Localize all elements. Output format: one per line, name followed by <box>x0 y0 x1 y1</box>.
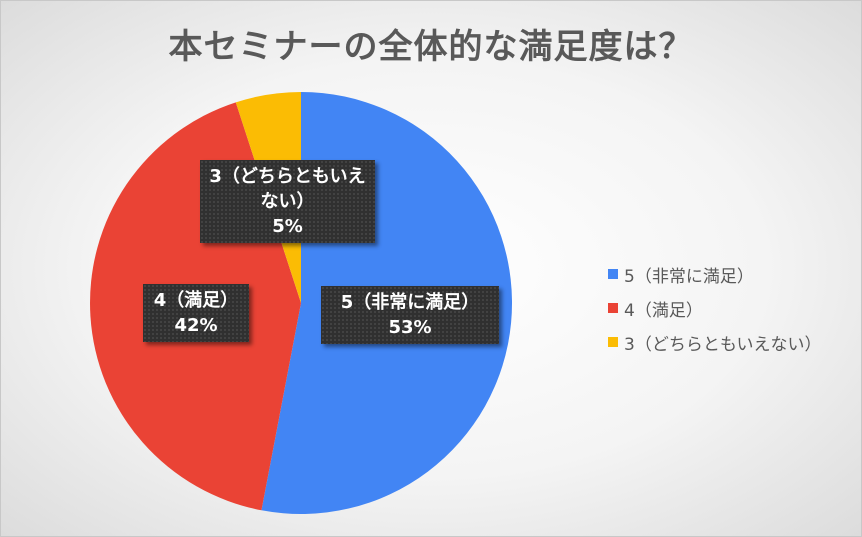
data-label-satisfied: 4（満足） 42% <box>143 284 249 342</box>
data-label-percent: 5% <box>272 216 303 237</box>
legend-label: 5（非常に満足） <box>624 266 754 287</box>
data-label-category: 5（非常に満足） <box>340 292 480 313</box>
chart-title: 本セミナーの全体的な満足度は？ <box>168 27 694 67</box>
data-label-percent: 53% <box>388 317 432 338</box>
legend-swatch <box>608 337 618 347</box>
legend-item-very-satisfied: 5（非常に満足） <box>608 257 821 291</box>
chart-legend: 5（非常に満足） 4（満足） 3（どちらともいえない） <box>608 257 821 359</box>
data-label-category: 4（満足） <box>153 290 239 311</box>
legend-swatch <box>608 303 618 313</box>
data-label-neutral: 3（どちらともいえない） 5% <box>200 160 375 243</box>
data-label-category: 3（どちらともいえない） <box>209 166 366 212</box>
legend-label: 4（満足） <box>624 300 703 321</box>
legend-swatch <box>608 269 618 279</box>
data-label-very-satisfied: 5（非常に満足） 53% <box>321 286 499 344</box>
legend-item-neutral: 3（どちらともいえない） <box>608 325 821 359</box>
data-label-percent: 42% <box>174 315 218 336</box>
legend-item-satisfied: 4（満足） <box>608 291 821 325</box>
legend-label: 3（どちらともいえない） <box>624 334 822 355</box>
